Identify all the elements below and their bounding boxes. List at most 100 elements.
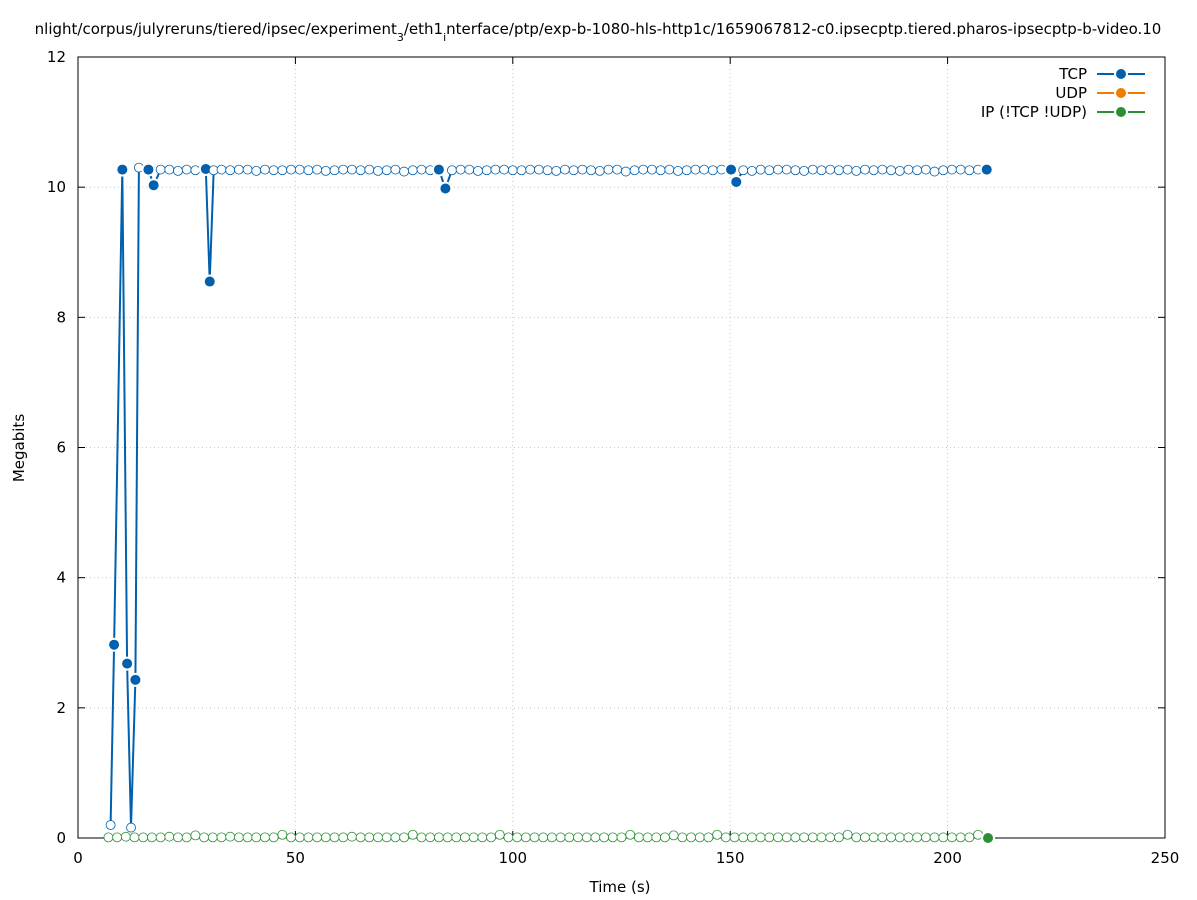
data-point xyxy=(390,164,401,175)
data-point xyxy=(164,164,175,175)
legend-label: IP (!TCP !UDP) xyxy=(981,103,1087,121)
data-point xyxy=(790,832,801,843)
data-point xyxy=(825,164,836,175)
data-point xyxy=(568,165,579,176)
data-point xyxy=(851,832,862,843)
data-point xyxy=(233,164,244,175)
data-point xyxy=(738,832,749,843)
data-point xyxy=(851,165,862,176)
data-point xyxy=(894,832,905,843)
data-point xyxy=(129,832,140,843)
grid-lines xyxy=(78,57,1165,838)
data-point xyxy=(555,832,566,843)
data-point xyxy=(773,164,783,175)
data-point xyxy=(481,165,492,176)
data-point xyxy=(747,165,757,176)
data-point xyxy=(920,164,931,175)
y-tick-label: 0 xyxy=(56,829,66,847)
y-tick-labels: 0 2 4 6 8 10 12 xyxy=(47,48,66,847)
data-point xyxy=(964,165,975,176)
data-point xyxy=(130,674,141,685)
data-point xyxy=(586,165,596,176)
data-point xyxy=(425,832,436,843)
data-point xyxy=(399,166,410,177)
data-point xyxy=(260,832,270,843)
legend-marker xyxy=(1116,107,1126,117)
data-point xyxy=(381,832,392,843)
data-point xyxy=(338,164,349,175)
data-point xyxy=(364,832,375,843)
y-tick-label: 6 xyxy=(56,439,66,457)
data-point xyxy=(868,165,879,176)
data-point xyxy=(242,164,253,175)
data-point xyxy=(581,832,592,843)
data-point xyxy=(912,832,923,843)
data-point xyxy=(538,832,549,843)
data-point xyxy=(103,832,114,843)
data-point xyxy=(433,832,444,843)
data-point xyxy=(268,165,279,176)
data-point xyxy=(955,164,966,175)
data-point xyxy=(126,822,136,833)
data-point xyxy=(755,164,766,175)
data-point xyxy=(781,164,792,175)
data-point xyxy=(603,164,614,175)
x-tick-labels: 0 50 100 150 200 250 xyxy=(73,849,1179,867)
data-point xyxy=(799,165,810,176)
data-point xyxy=(947,832,957,843)
data-point xyxy=(242,832,253,843)
x-tick-label: 100 xyxy=(498,849,527,867)
data-point xyxy=(468,832,479,843)
data-point xyxy=(507,165,518,176)
data-point xyxy=(834,832,844,843)
data-point xyxy=(790,165,801,176)
data-point xyxy=(720,832,731,843)
data-point xyxy=(390,832,401,843)
data-point xyxy=(726,164,737,175)
data-point xyxy=(664,164,675,175)
data-point xyxy=(625,829,636,840)
y-tick-label: 10 xyxy=(47,178,66,196)
series-tcp xyxy=(105,161,994,833)
data-point xyxy=(120,831,131,842)
data-point xyxy=(673,165,683,176)
data-point xyxy=(929,832,940,843)
data-point xyxy=(877,832,888,843)
data-point xyxy=(138,832,149,843)
data-point xyxy=(373,832,383,843)
x-tick-label: 250 xyxy=(1151,849,1180,867)
data-point xyxy=(181,164,192,175)
data-point xyxy=(447,165,457,176)
data-point xyxy=(216,832,227,843)
data-point xyxy=(712,829,723,840)
y-tick-label: 2 xyxy=(56,699,66,717)
x-tick-label: 0 xyxy=(73,849,83,867)
data-point xyxy=(816,165,827,176)
data-point xyxy=(764,832,775,843)
data-point xyxy=(109,639,120,650)
data-point xyxy=(703,832,714,843)
data-point xyxy=(516,165,527,176)
data-point xyxy=(755,832,766,843)
data-point xyxy=(204,276,215,287)
x-tick-label: 200 xyxy=(933,849,962,867)
data-point xyxy=(477,832,488,843)
data-point xyxy=(668,830,679,841)
legend-marker xyxy=(1116,69,1126,79)
data-point xyxy=(233,832,244,843)
data-point xyxy=(738,165,749,176)
data-point xyxy=(525,164,536,175)
x-tick-label: 50 xyxy=(286,849,305,867)
data-point xyxy=(216,164,227,175)
data-point xyxy=(190,165,201,176)
data-point xyxy=(638,164,649,175)
data-point xyxy=(407,829,418,840)
data-point xyxy=(225,831,236,842)
data-point xyxy=(677,832,688,843)
data-point xyxy=(440,183,451,194)
y-tick-label: 12 xyxy=(47,48,66,66)
data-point xyxy=(181,832,192,843)
data-point xyxy=(164,831,175,842)
data-point xyxy=(451,832,462,843)
data-point xyxy=(173,832,183,843)
